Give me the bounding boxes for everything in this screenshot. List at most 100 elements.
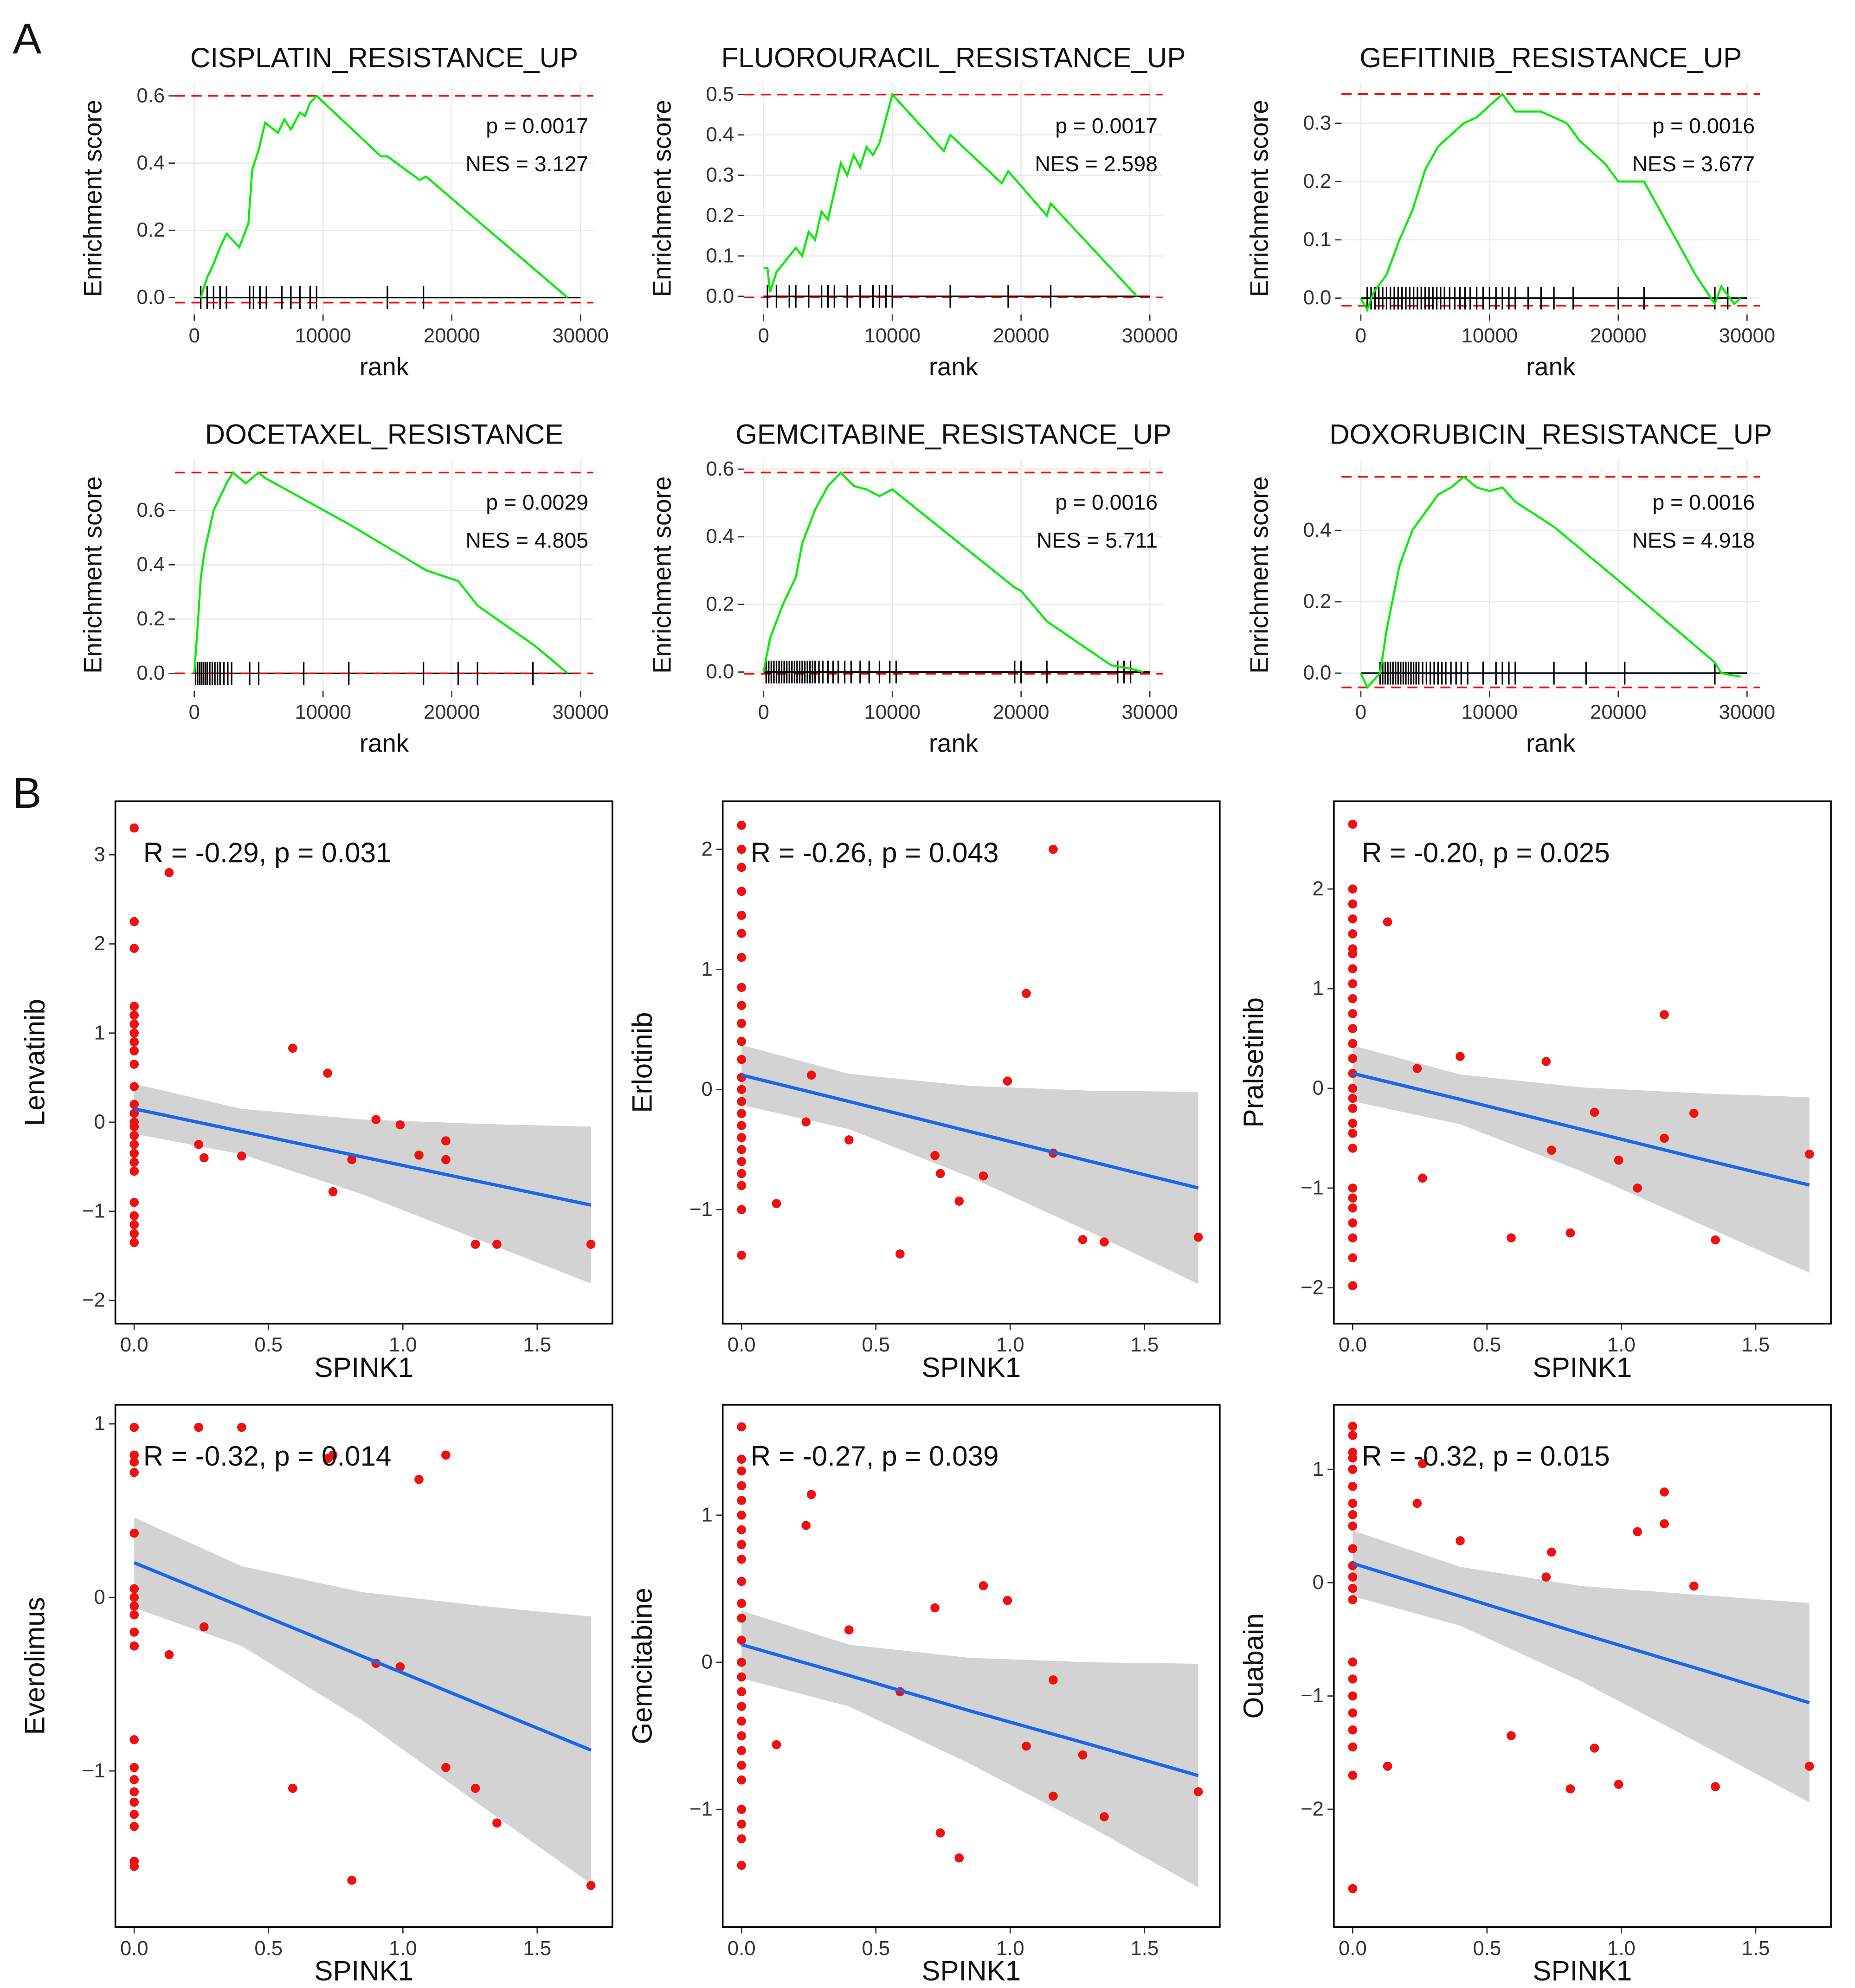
point xyxy=(1348,949,1358,959)
point xyxy=(129,1641,139,1651)
plot-border xyxy=(1333,1404,1832,1928)
point xyxy=(1804,1762,1814,1771)
es-curve xyxy=(200,94,568,299)
point xyxy=(395,1662,405,1672)
x-tick-label: 20000 xyxy=(424,701,480,723)
confidence-band xyxy=(134,1084,591,1284)
point xyxy=(930,1603,940,1613)
x-tick-label: 0 xyxy=(1355,701,1366,723)
point xyxy=(1614,1155,1623,1165)
confidence-band xyxy=(134,1518,591,1884)
point xyxy=(129,1220,139,1229)
point xyxy=(129,1628,139,1637)
point xyxy=(129,1787,139,1796)
y-tick-label: 0.2 xyxy=(1303,590,1332,613)
point xyxy=(1456,1052,1465,1062)
y-tick-label: −2 xyxy=(1301,1276,1324,1299)
point xyxy=(441,1155,451,1164)
point xyxy=(1507,1233,1516,1243)
point xyxy=(129,944,139,953)
y-axis-label: Everolimus xyxy=(19,1597,51,1735)
point xyxy=(844,1625,854,1634)
point xyxy=(1689,1581,1699,1591)
x-tick-label: 30000 xyxy=(1719,701,1776,723)
point xyxy=(737,1121,747,1130)
point xyxy=(1100,1237,1109,1247)
point xyxy=(1348,1674,1358,1684)
point xyxy=(954,1197,964,1206)
point xyxy=(129,1046,139,1055)
point xyxy=(347,1155,357,1164)
y-tick-label: 0.1 xyxy=(1303,228,1332,251)
y-tick-label: 0.4 xyxy=(136,553,165,576)
point xyxy=(1049,1675,1058,1685)
x-axis-label: SPINK1 xyxy=(921,1352,1021,1383)
y-axis-label: Enrichment score xyxy=(79,476,107,674)
point xyxy=(979,1581,988,1590)
point xyxy=(129,1450,139,1460)
y-tick-label: 0 xyxy=(94,1586,105,1608)
point xyxy=(1348,1884,1358,1893)
x-tick-label: 0.5 xyxy=(254,1937,283,1960)
point xyxy=(737,1466,747,1476)
annotation: NES = 3.127 xyxy=(465,152,588,176)
y-tick-label: 0.6 xyxy=(706,457,734,480)
x-tick-label: 1.0 xyxy=(1607,1937,1636,1960)
point xyxy=(129,1149,139,1158)
x-tick-label: 10000 xyxy=(1462,701,1518,723)
point xyxy=(328,1187,338,1197)
point xyxy=(1348,1253,1358,1263)
point xyxy=(194,1139,204,1149)
point xyxy=(129,1060,139,1069)
y-tick-label: 1 xyxy=(1313,1458,1324,1480)
point xyxy=(129,1584,139,1594)
x-tick-label: 20000 xyxy=(424,324,480,347)
y-axis-label: Enrichment score xyxy=(79,100,107,297)
y-tick-label: 0.2 xyxy=(1303,170,1332,193)
point xyxy=(1348,1039,1358,1049)
x-tick-label: 30000 xyxy=(1719,324,1776,347)
point xyxy=(737,911,747,920)
point xyxy=(737,1672,747,1682)
point xyxy=(1348,1104,1358,1113)
point xyxy=(129,1158,139,1167)
point xyxy=(1078,1750,1088,1760)
point xyxy=(737,1716,747,1726)
point xyxy=(1383,1762,1392,1771)
point xyxy=(129,1763,139,1772)
point xyxy=(1614,1780,1623,1789)
y-tick-label: 0.2 xyxy=(136,219,165,241)
point xyxy=(288,1043,297,1053)
point xyxy=(1541,1572,1551,1582)
point xyxy=(737,1169,747,1178)
annotation: NES = 3.677 xyxy=(1632,152,1755,176)
x-tick-label: 0 xyxy=(189,324,200,347)
es-curve xyxy=(763,92,1138,297)
y-tick-label: 0.2 xyxy=(136,607,165,630)
regression-line xyxy=(741,1643,1199,1777)
y-axis-label: Pralsetinib xyxy=(1238,997,1269,1128)
x-tick-label: 10000 xyxy=(295,701,351,723)
point xyxy=(1348,1657,1358,1667)
point xyxy=(1660,1519,1669,1529)
plot-border xyxy=(114,1404,613,1928)
x-tick-label: 0.5 xyxy=(862,1937,890,1960)
x-tick-label: 1.5 xyxy=(1742,1333,1770,1356)
point xyxy=(395,1120,405,1130)
point xyxy=(1193,1787,1203,1796)
x-tick-label: 30000 xyxy=(1121,324,1178,347)
x-tick-label: 20000 xyxy=(993,701,1050,723)
point xyxy=(129,1601,139,1611)
x-tick-label: 1.5 xyxy=(1742,1937,1770,1960)
point xyxy=(737,1576,747,1586)
point xyxy=(1348,1742,1358,1752)
annotation: NES = 4.918 xyxy=(1632,528,1755,553)
annotation: NES = 4.805 xyxy=(465,528,588,553)
x-tick-label: 10000 xyxy=(1462,324,1518,347)
annotation: p = 0.0029 xyxy=(486,490,588,515)
point xyxy=(129,1775,139,1784)
confidence-band xyxy=(741,1045,1198,1284)
y-tick-label: −1 xyxy=(689,1798,713,1821)
y-tick-label: 0.1 xyxy=(706,244,734,267)
point xyxy=(129,1028,139,1038)
